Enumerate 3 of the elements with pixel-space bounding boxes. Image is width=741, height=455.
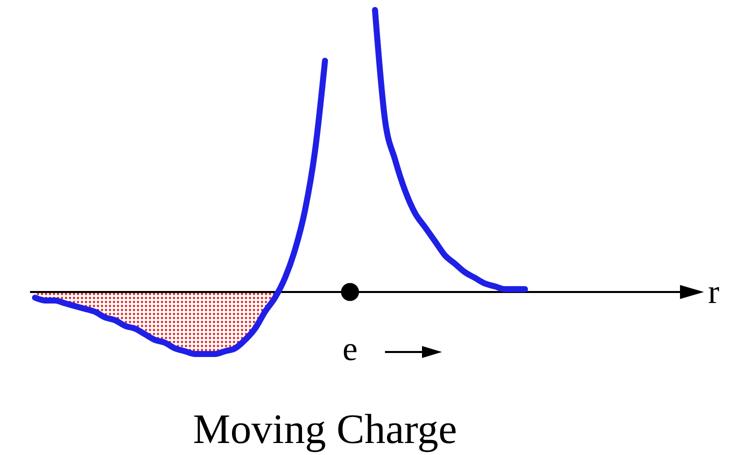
annotation: e — [342, 331, 358, 368]
text: Moving Charge — [192, 407, 458, 453]
text: r — [708, 274, 720, 311]
